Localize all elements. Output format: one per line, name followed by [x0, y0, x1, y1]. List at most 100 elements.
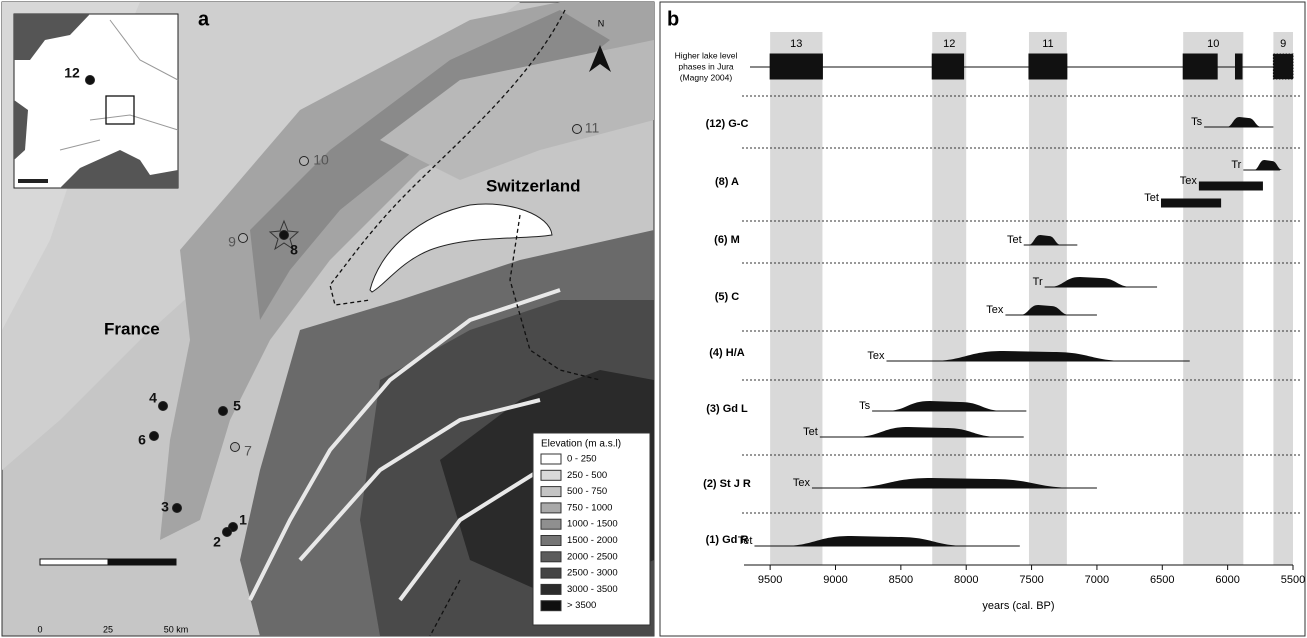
phase-label: 9: [1280, 38, 1286, 50]
site-label: 3: [161, 499, 169, 515]
x-tick-label: 5500: [1281, 574, 1305, 586]
legend-label: 750 - 1000: [567, 502, 612, 513]
legend-label: 500 - 750: [567, 486, 607, 497]
x-tick-label: 7500: [1019, 574, 1043, 586]
site-label: 1: [239, 512, 247, 528]
sample-label: Tet: [1007, 234, 1022, 246]
row-label: (3) Gd L: [706, 403, 748, 415]
terrain: [160, 2, 654, 540]
x-tick-label: 8500: [889, 574, 913, 586]
header-text: (Magny 2004): [680, 72, 733, 82]
site-marker: [279, 230, 289, 240]
lake-level-bar: [769, 53, 823, 80]
sample-label: Ts: [859, 400, 871, 412]
sample-label: Tet: [1144, 192, 1159, 204]
x-tick-label: 9500: [758, 574, 782, 586]
legend-swatch: [540, 469, 562, 481]
sample-density: [1048, 277, 1133, 287]
site-label: 6: [138, 432, 146, 448]
legend-label: 0 - 250: [567, 454, 597, 465]
phase-band: [770, 32, 823, 565]
site-label: 4: [149, 390, 157, 406]
terrain: [380, 40, 654, 180]
inset-frame: [105, 95, 135, 125]
sample-label: Tet: [738, 535, 753, 547]
x-tick-label: 6000: [1215, 574, 1239, 586]
sample-label: Tr: [1033, 276, 1043, 288]
site-marker: [299, 156, 309, 166]
lake-level-bar: [1182, 53, 1218, 80]
sample-density: [780, 536, 969, 546]
row-label: (6) M: [714, 234, 740, 246]
site-marker: [172, 503, 182, 513]
site-label: 7: [244, 443, 252, 459]
phase-band: [932, 32, 967, 565]
legend-swatch: [540, 551, 562, 563]
scale-bar: [107, 558, 177, 566]
sample-label: Ts: [1191, 116, 1203, 128]
x-tick-label: 8000: [954, 574, 978, 586]
sample-bar: [1160, 198, 1222, 208]
lake: [369, 203, 553, 293]
row-label: (8) A: [715, 176, 739, 188]
country-label: Switzerland: [486, 176, 580, 195]
legend-label: 2500 - 3000: [567, 568, 618, 579]
sample-label: Tex: [1180, 175, 1198, 187]
legend-swatch: [540, 518, 562, 530]
inset-sea: [14, 14, 90, 60]
scale-label: 50 km: [164, 624, 189, 634]
row-label: (12) G-C: [706, 118, 749, 130]
sample-bar: [1198, 181, 1263, 191]
north-label: N: [598, 18, 605, 28]
phase-label: 13: [790, 38, 802, 50]
row-label: (5) C: [715, 291, 740, 303]
legend-entries: 0 - 250 250 - 500 500 - 750 750 - 1000 1000 …: [540, 453, 618, 611]
inset-border: [59, 19, 179, 151]
sample-label: Tet: [803, 426, 818, 438]
legend-label: 1000 - 1500: [567, 519, 618, 530]
border: [329, 9, 566, 306]
site-marker: [149, 431, 159, 441]
legend-label: 3000 - 3500: [567, 584, 618, 595]
site-label: 8: [290, 242, 298, 258]
site-label: 11: [585, 120, 600, 136]
site-marker: [218, 406, 228, 416]
lake-level-bar: [1028, 53, 1068, 80]
legend-label: 250 - 500: [567, 470, 607, 481]
row-label: (4) H/A: [709, 347, 745, 359]
phase-label: 10: [1207, 38, 1219, 50]
legend-label: 2000 - 2500: [567, 551, 618, 562]
row-label: (1) Gd R: [706, 534, 749, 546]
site-marker: [230, 442, 240, 452]
legend-swatch: [540, 535, 562, 546]
lake-level-bar: [931, 53, 965, 80]
sample-label: Tex: [867, 350, 885, 362]
sample-label: Tr: [1231, 159, 1241, 171]
inset-scale: [18, 179, 48, 183]
inset-sea: [60, 150, 178, 188]
header-text: Higher lake level: [675, 50, 738, 60]
sample-density: [1019, 305, 1070, 315]
row-label: (2) St J R: [703, 478, 751, 490]
header-text: phases in Jura: [678, 61, 734, 71]
site-marker: [238, 233, 248, 243]
site-marker: [85, 75, 95, 85]
legend-title: Elevation (m a.s.l): [541, 439, 621, 450]
site-marker: [572, 124, 582, 134]
lake-level-bar: [1234, 53, 1243, 80]
site-marker: [158, 401, 168, 411]
phase-band: [1183, 32, 1244, 565]
x-tick-label: 9000: [823, 574, 847, 586]
phase-band: [1273, 32, 1293, 565]
phase-band: [1028, 32, 1067, 565]
legend-swatch: [540, 567, 562, 579]
legend-swatch: [540, 502, 562, 514]
x-axis-title: years (cal. BP): [982, 600, 1054, 612]
x-tick-label: 6500: [1150, 574, 1174, 586]
phase-label: 11: [1042, 38, 1053, 50]
